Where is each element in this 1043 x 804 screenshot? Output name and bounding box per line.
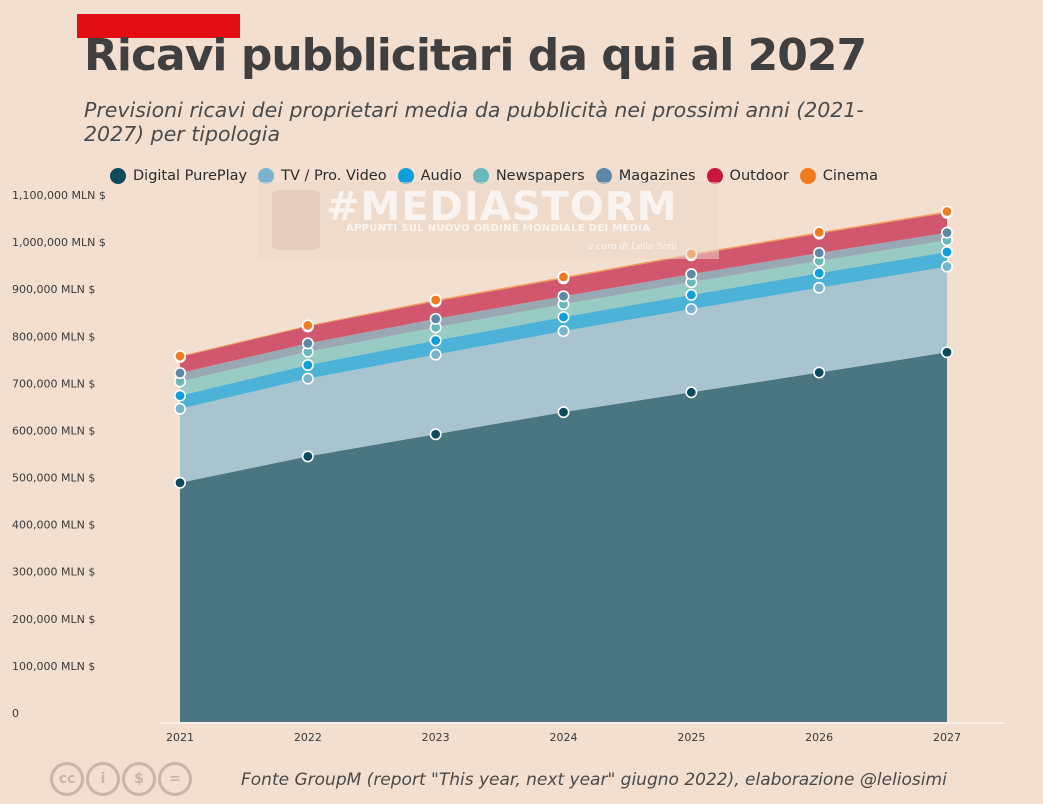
watermark-title: #MEDIASTORM <box>326 184 678 230</box>
point-tv-pro-video-2023[interactable] <box>429 348 442 361</box>
data-markers <box>174 205 953 489</box>
y-tick-label: 500,000 MLN $ <box>12 472 95 485</box>
point-magazines-2026[interactable] <box>813 246 826 259</box>
y-tick-label: 100,000 MLN $ <box>12 660 95 673</box>
watermark-credit: a cura di Lelio Simi <box>588 242 677 252</box>
point-digital-pureplay-2023[interactable] <box>429 428 442 441</box>
point-audio-2024[interactable] <box>557 310 570 323</box>
y-tick-label: 600,000 MLN $ <box>12 424 95 437</box>
legend-label: Digital PurePlay <box>133 168 248 184</box>
legend-item-newspapers[interactable]: Newspapers <box>472 168 585 184</box>
nd-icon: = <box>158 762 192 796</box>
point-tv-pro-video-2021[interactable] <box>174 402 187 415</box>
point-digital-pureplay-2024[interactable] <box>557 406 570 419</box>
point-cinema-2023[interactable] <box>429 294 442 307</box>
point-audio-2022[interactable] <box>301 358 314 371</box>
title-accent-bar <box>77 14 240 38</box>
point-digital-pureplay-2026[interactable] <box>813 366 826 379</box>
point-magazines-2024[interactable] <box>557 290 570 303</box>
point-magazines-2027[interactable] <box>940 226 953 239</box>
point-cinema-2022[interactable] <box>301 319 314 332</box>
point-cinema-2024[interactable] <box>557 270 570 283</box>
area-newspapers <box>180 240 947 396</box>
point-digital-pureplay-2021[interactable] <box>174 476 187 489</box>
legend-item-tv-pro-video[interactable]: TV / Pro. Video <box>258 168 387 184</box>
y-tick-label: 300,000 MLN $ <box>12 566 95 579</box>
legend-label: Magazines <box>618 168 696 184</box>
y-tick-label: 1,100,000 MLN $ <box>12 189 106 202</box>
x-tick-label: 2022 <box>294 731 322 744</box>
point-digital-pureplay-2022[interactable] <box>301 450 314 463</box>
watermark-banner: #MEDIASTORM APPUNTI SUL NUOVO ORDINE MON… <box>258 182 719 259</box>
legend-item-digital-pureplay[interactable]: Digital PurePlay <box>110 168 247 184</box>
area-magazines <box>180 232 947 382</box>
legend-item-magazines[interactable]: Magazines <box>595 168 696 184</box>
cc-icon: cc <box>50 762 84 796</box>
y-tick-label: 0 <box>12 707 19 720</box>
point-digital-pureplay-2025[interactable] <box>685 386 698 399</box>
chart-subtitle: Previsioni ricavi dei proprietari media … <box>84 98 864 146</box>
y-tick-label: 400,000 MLN $ <box>12 519 95 532</box>
point-cinema-2021[interactable] <box>174 350 187 363</box>
point-magazines-2022[interactable] <box>301 337 314 350</box>
point-audio-2027[interactable] <box>940 245 953 258</box>
point-audio-2025[interactable] <box>685 288 698 301</box>
point-audio-2026[interactable] <box>813 267 826 280</box>
y-tick-label: 200,000 MLN $ <box>12 613 95 626</box>
y-tick-label: 900,000 MLN $ <box>12 283 95 296</box>
legend-label: Cinema <box>822 168 879 184</box>
area-digital-pureplay <box>180 352 947 722</box>
point-audio-2023[interactable] <box>429 334 442 347</box>
x-axis: 2021 2022 2023 2024 2025 2026 2027 <box>160 722 1005 744</box>
point-magazines-2023[interactable] <box>429 312 442 325</box>
y-axis: 0 100,000 MLN $ 200,000 MLN $ 300,000 MLN $… <box>12 189 106 720</box>
chart-legend: Digital PurePlay TV / Pro. Video Audio News… <box>110 166 878 186</box>
x-tick-label: 2025 <box>677 731 705 744</box>
area-tv-pro-video <box>180 266 947 483</box>
legend-swatch <box>706 168 723 184</box>
legend-swatch <box>799 168 816 184</box>
legend-item-audio[interactable]: Audio <box>397 168 462 184</box>
point-audio-2021[interactable] <box>174 389 187 402</box>
legend-item-cinema[interactable]: Cinema <box>799 168 879 184</box>
x-tick-label: 2021 <box>166 731 194 744</box>
legend-swatch <box>110 168 126 184</box>
license-icons: cc i $ = <box>50 762 192 796</box>
watermark-tagline: APPUNTI SUL NUOVO ORDINE MONDIALE DEI ME… <box>346 223 651 234</box>
x-tick-label: 2026 <box>805 731 833 744</box>
point-tv-pro-video-2027[interactable] <box>940 260 953 273</box>
point-tv-pro-video-2022[interactable] <box>301 372 314 385</box>
legend-label: Outdoor <box>729 168 789 184</box>
point-magazines-2021[interactable] <box>174 367 187 380</box>
y-tick-label: 700,000 MLN $ <box>12 377 95 390</box>
x-tick-label: 2027 <box>933 731 961 744</box>
by-icon: i <box>86 762 120 796</box>
x-tick-label: 2024 <box>550 731 578 744</box>
legend-label: TV / Pro. Video <box>281 168 387 184</box>
legend-item-outdoor[interactable]: Outdoor <box>706 168 789 184</box>
chart-title: Ricavi pubblicitari da qui al 2027 <box>84 30 867 81</box>
y-tick-label: 800,000 MLN $ <box>12 330 95 343</box>
area-layers <box>180 211 947 722</box>
legend-swatch <box>397 168 414 184</box>
point-cinema-2027[interactable] <box>940 205 953 218</box>
point-tv-pro-video-2024[interactable] <box>557 325 570 338</box>
legend-swatch <box>258 168 275 184</box>
point-cinema-2026[interactable] <box>813 226 826 239</box>
legend-swatch <box>472 168 489 184</box>
legend-swatch <box>595 168 612 184</box>
source-note: Fonte GroupM (report "This year, next ye… <box>241 770 947 790</box>
y-tick-label: 1,000,000 MLN $ <box>12 236 106 249</box>
point-tv-pro-video-2026[interactable] <box>813 281 826 294</box>
watermark-emblem-icon <box>272 190 320 250</box>
nc-icon: $ <box>122 762 156 796</box>
point-digital-pureplay-2027[interactable] <box>940 346 953 359</box>
legend-label: Audio <box>420 168 462 184</box>
legend-label: Newspapers <box>495 168 585 184</box>
point-tv-pro-video-2025[interactable] <box>685 302 698 315</box>
point-magazines-2025[interactable] <box>685 268 698 281</box>
x-tick-label: 2023 <box>422 731 450 744</box>
